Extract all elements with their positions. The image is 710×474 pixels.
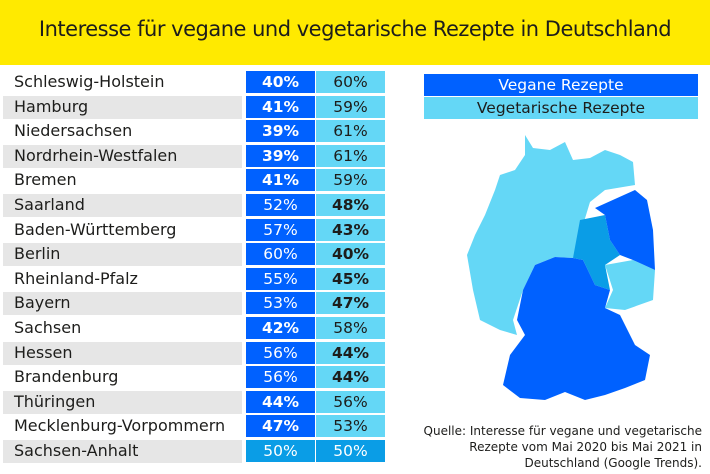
legend-vegan: Vegane Rezepte bbox=[424, 74, 698, 96]
header-banner: Interesse für vegane und vegetarische Re… bbox=[0, 0, 710, 65]
state-name: Saarland bbox=[14, 195, 85, 214]
row-background bbox=[3, 194, 242, 217]
vegetarian-value: 61% bbox=[316, 120, 385, 143]
vegetarian-value: 47% bbox=[316, 292, 385, 315]
table-row: Baden-Württemberg 57% 43% bbox=[3, 218, 395, 242]
state-name: Hamburg bbox=[14, 96, 89, 116]
state-name: Nordrhein-Westfalen bbox=[14, 145, 178, 165]
state-name: Bremen bbox=[14, 170, 77, 190]
vegetarian-value: 44% bbox=[316, 341, 385, 364]
table-row: Thüringen 44% 56% bbox=[3, 390, 395, 414]
vegetarian-value: 44% bbox=[316, 366, 385, 389]
map-region-brandenburg bbox=[595, 190, 655, 270]
map-region-south bbox=[503, 257, 650, 400]
table-row: Schleswig-Holstein 40% 60% bbox=[3, 71, 395, 94]
vegetarian-value: 45% bbox=[316, 267, 385, 290]
state-name: Rheinland-Pfalz bbox=[14, 268, 138, 288]
row-background bbox=[3, 144, 242, 168]
vegetarian-value: 59% bbox=[316, 169, 385, 192]
state-name: Baden-Württemberg bbox=[14, 219, 177, 239]
vegan-value: 42% bbox=[246, 317, 315, 339]
vegan-value: 40% bbox=[246, 71, 315, 93]
table-row: Hessen 56% 44% bbox=[3, 341, 395, 365]
table-row: Mecklenburg-Vorpommern 47% 53% bbox=[3, 415, 395, 438]
row-background bbox=[3, 243, 242, 267]
vegan-value: 47% bbox=[246, 415, 315, 438]
table-row: Saarland 52% 48% bbox=[3, 194, 395, 217]
row-background bbox=[3, 341, 242, 365]
row-background bbox=[3, 292, 242, 316]
map-region-sachsen-anhalt bbox=[573, 215, 620, 290]
table-row: Hamburg 41% 59% bbox=[3, 95, 395, 119]
vegetarian-value: 60% bbox=[316, 71, 385, 93]
vegan-value: 39% bbox=[246, 144, 315, 167]
source-note: Quelle: Interesse für vegane und vegetar… bbox=[423, 424, 702, 470]
state-name: Sachsen-Anhalt bbox=[14, 441, 139, 460]
table-row: Rheinland-Pfalz 55% 45% bbox=[3, 267, 395, 291]
table-row: Brandenburg 56% 44% bbox=[3, 366, 395, 389]
table-row: Bayern 53% 47% bbox=[3, 292, 395, 316]
state-name: Mecklenburg-Vorpommern bbox=[14, 416, 226, 436]
vegan-value: 60% bbox=[246, 243, 315, 266]
table-row: Berlin 60% 40% bbox=[3, 243, 395, 267]
vegan-value: 53% bbox=[246, 292, 315, 315]
vegetarian-value: 50% bbox=[316, 440, 385, 462]
vegetarian-value: 40% bbox=[316, 243, 385, 266]
state-name: Bayern bbox=[14, 293, 71, 313]
state-name: Niedersachsen bbox=[14, 121, 133, 141]
row-background bbox=[3, 440, 242, 463]
vegan-value: 44% bbox=[246, 390, 315, 413]
vegetarian-value: 56% bbox=[316, 390, 385, 413]
table-row: Sachsen 42% 58% bbox=[3, 317, 395, 340]
row-background bbox=[3, 95, 242, 119]
vegan-value: 41% bbox=[246, 169, 315, 192]
vegan-value: 50% bbox=[246, 440, 315, 462]
vegan-value: 57% bbox=[246, 218, 315, 241]
page-title: Interesse für vegane und vegetarische Re… bbox=[38, 17, 672, 41]
table-row: Nordrhein-Westfalen 39% 61% bbox=[3, 144, 395, 168]
state-name: Thüringen bbox=[14, 391, 96, 411]
table-row: Niedersachsen 39% 61% bbox=[3, 120, 395, 143]
vegetarian-value: 48% bbox=[316, 194, 385, 216]
state-name: Hessen bbox=[14, 342, 73, 362]
vegan-value: 52% bbox=[246, 194, 315, 216]
vegan-value: 41% bbox=[246, 95, 315, 118]
state-name: Brandenburg bbox=[14, 367, 119, 387]
table-row: Sachsen-Anhalt 50% 50% bbox=[3, 440, 395, 463]
vegan-value: 39% bbox=[246, 120, 315, 143]
vegan-value: 56% bbox=[246, 366, 315, 389]
vegetarian-value: 53% bbox=[316, 415, 385, 438]
vegetarian-value: 61% bbox=[316, 144, 385, 167]
vegan-value: 56% bbox=[246, 341, 315, 364]
legend-vegetarian: Vegetarische Rezepte bbox=[424, 97, 698, 119]
map-region-sachsen bbox=[605, 260, 655, 310]
state-name: Sachsen bbox=[14, 318, 82, 337]
vegan-value: 55% bbox=[246, 267, 315, 290]
vegetarian-value: 59% bbox=[316, 95, 385, 118]
row-background bbox=[3, 390, 242, 414]
state-name: Berlin bbox=[14, 244, 61, 264]
vegetarian-value: 43% bbox=[316, 218, 385, 241]
map-region-north-west bbox=[467, 135, 635, 335]
vegetarian-value: 58% bbox=[316, 317, 385, 339]
table-row: Bremen 41% 59% bbox=[3, 169, 395, 192]
state-name: Schleswig-Holstein bbox=[14, 72, 165, 91]
germany-map bbox=[467, 135, 655, 400]
